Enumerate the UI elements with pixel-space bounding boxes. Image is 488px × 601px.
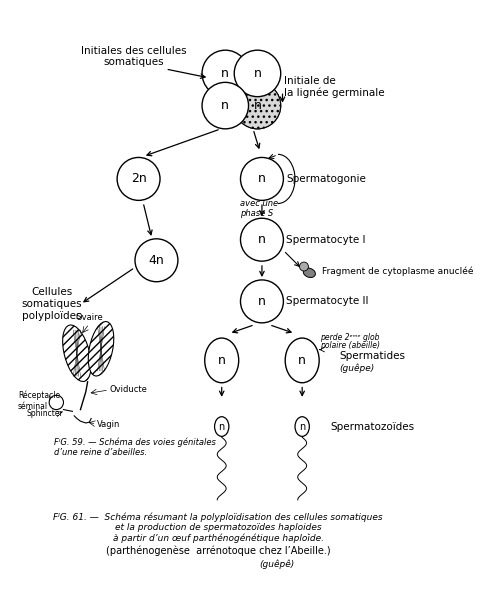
Circle shape [241, 157, 284, 200]
Text: polaire (abeille): polaire (abeille) [320, 341, 380, 350]
Text: Oviducte: Oviducte [110, 385, 148, 394]
Ellipse shape [62, 325, 91, 382]
Text: n: n [299, 421, 305, 432]
Text: d’une reine d’abeilles.: d’une reine d’abeilles. [54, 448, 147, 457]
Ellipse shape [234, 82, 281, 129]
Text: (guêpe): (guêpe) [340, 364, 375, 373]
Text: Initiale de
la lignée germinale: Initiale de la lignée germinale [285, 76, 385, 98]
Text: 2n: 2n [131, 172, 146, 186]
Text: Vagin: Vagin [97, 420, 120, 429]
Text: perde 2ᵉᵐᵉ glob: perde 2ᵉᵐᵉ glob [320, 332, 380, 341]
Text: FᴵG. 59. — Schéma des voies génitales: FᴵG. 59. — Schéma des voies génitales [54, 438, 216, 447]
Ellipse shape [88, 322, 114, 376]
Text: avec une
phase S: avec une phase S [240, 199, 278, 218]
Ellipse shape [205, 338, 239, 383]
Text: Fragment de cytoplasme anucléé: Fragment de cytoplasme anucléé [322, 266, 473, 276]
Text: (guêpê): (guêpê) [260, 560, 295, 569]
Text: n: n [254, 99, 262, 112]
Ellipse shape [215, 416, 229, 436]
Circle shape [135, 239, 178, 282]
Text: n: n [254, 67, 262, 80]
Circle shape [117, 157, 160, 200]
Text: Initiales des cellules
somatiques: Initiales des cellules somatiques [81, 46, 187, 67]
Text: (parthénogenèse  arrénotoque chez l’Abeille.): (parthénogenèse arrénotoque chez l’Abeil… [106, 546, 330, 556]
Text: Spermatides: Spermatides [340, 351, 406, 361]
Text: n: n [258, 172, 266, 186]
Ellipse shape [285, 338, 319, 383]
Text: n: n [258, 295, 266, 308]
Circle shape [234, 82, 281, 129]
Circle shape [49, 395, 63, 409]
Circle shape [241, 280, 284, 323]
Text: n: n [218, 354, 225, 367]
Circle shape [300, 262, 308, 271]
Text: Sphincter: Sphincter [27, 409, 63, 418]
Text: n: n [222, 99, 229, 112]
Text: Spermatocyte II: Spermatocyte II [286, 296, 368, 307]
Circle shape [241, 218, 284, 261]
Text: et la production de spermatozoïdes haploides: et la production de spermatozoïdes haplo… [115, 523, 322, 532]
Circle shape [202, 82, 248, 129]
Text: à partir d’un œuf parthénogénétique haploìde.: à partir d’un œuf parthénogénétique hapl… [113, 534, 324, 543]
Text: n: n [298, 354, 306, 367]
Circle shape [234, 50, 281, 97]
Ellipse shape [295, 416, 309, 436]
Circle shape [202, 50, 248, 97]
Text: Réceptacle
séminal: Réceptacle séminal [18, 391, 60, 410]
Text: n: n [258, 233, 266, 246]
Ellipse shape [303, 268, 315, 278]
Text: Spermatocyte I: Spermatocyte I [286, 235, 366, 245]
Text: Ovaire: Ovaire [76, 313, 103, 322]
Text: Spermatogonie: Spermatogonie [286, 174, 366, 184]
Text: Cellules
somatiques
polyploïdes: Cellules somatiques polyploïdes [21, 287, 82, 321]
Text: FᴵG. 61. —  Schéma résumant la polyploïdisation des cellules somatiques: FᴵG. 61. — Schéma résumant la polyploïdi… [53, 512, 383, 522]
Text: n: n [222, 67, 229, 80]
Text: Spermatozoïdes: Spermatozoïdes [331, 421, 415, 432]
Text: n: n [219, 421, 225, 432]
Text: 4n: 4n [148, 254, 164, 267]
